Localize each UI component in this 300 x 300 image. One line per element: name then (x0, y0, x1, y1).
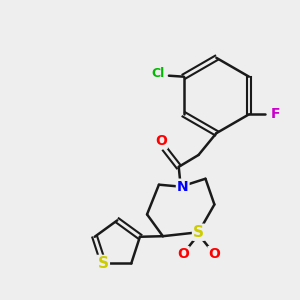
Text: N: N (177, 180, 188, 194)
Text: S: S (193, 225, 204, 240)
Text: O: O (177, 247, 189, 261)
Text: O: O (208, 247, 220, 261)
Text: F: F (271, 107, 281, 121)
Text: S: S (98, 256, 109, 271)
Text: Cl: Cl (152, 67, 165, 80)
Text: O: O (155, 134, 167, 148)
